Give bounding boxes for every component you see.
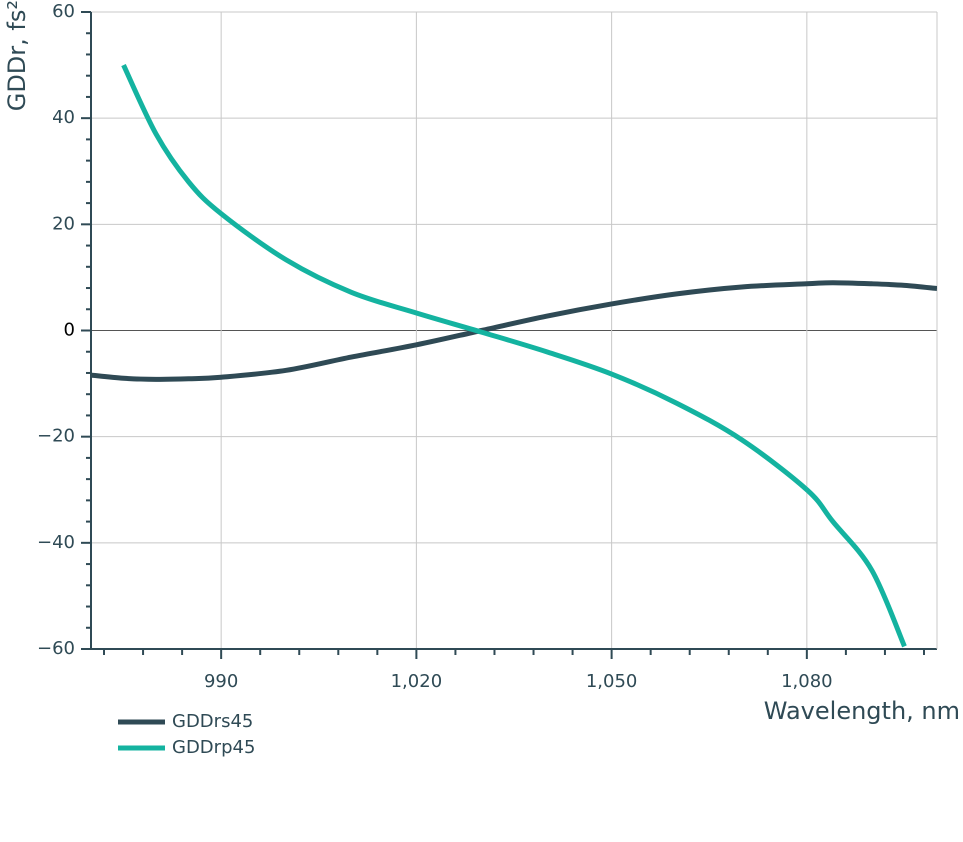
y-tick-label: 40 — [52, 107, 75, 128]
y-tick-label: 0 — [64, 320, 75, 341]
y-tick-label: −60 — [37, 638, 75, 659]
y-tick-label: 60 — [52, 1, 75, 22]
x-tick-label: 1,080 — [781, 671, 833, 692]
series-line — [121, 64, 907, 648]
y-tick-label: 20 — [52, 213, 75, 234]
y-axis-title: GDDr, fs² — [3, 0, 31, 111]
legend-label: GDDrp45 — [172, 737, 255, 758]
x-tick-label: 990 — [204, 671, 238, 692]
x-tick-label: 1,020 — [391, 671, 443, 692]
series-line — [91, 280, 937, 382]
y-tick-label: −40 — [37, 532, 75, 553]
y-tick-label: −20 — [37, 426, 75, 447]
legend-label: GDDrs45 — [172, 711, 253, 732]
x-tick-label: 1,050 — [586, 671, 638, 692]
plot-area — [91, 64, 937, 648]
x-axis-title: Wavelength, nm — [764, 697, 960, 725]
